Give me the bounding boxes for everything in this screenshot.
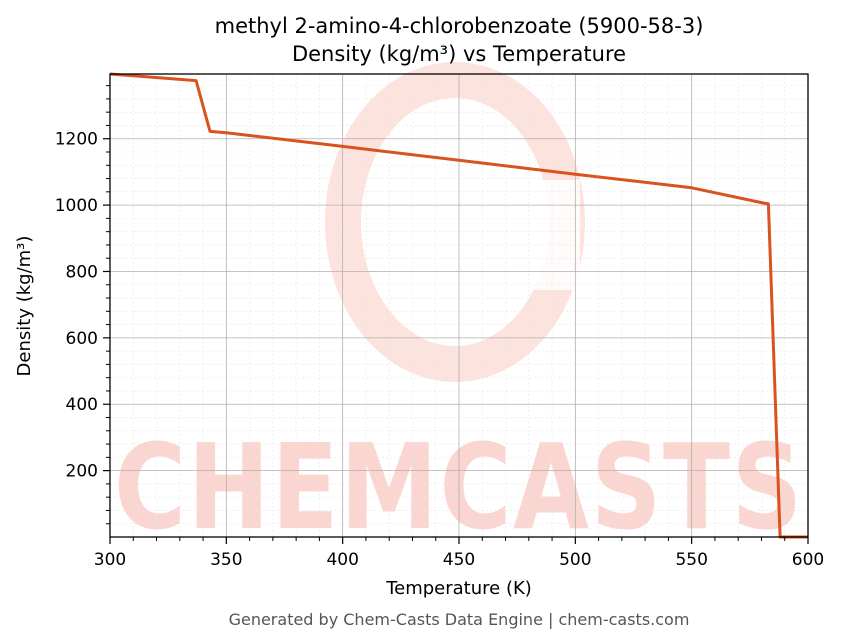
y-tick-labels: 200 400 600 800 1000 1200: [55, 130, 98, 482]
y-tick-label: 1000: [55, 196, 98, 216]
x-tick-label: 550: [675, 550, 707, 570]
y-tick-label: 800: [66, 262, 98, 282]
footer-credit: Generated by Chem-Casts Data Engine | ch…: [229, 610, 690, 629]
x-tick-label: 450: [443, 550, 475, 570]
series-line-0: [109, 72, 808, 539]
x-tick-label: 500: [559, 550, 591, 570]
y-tick-label: 600: [66, 329, 98, 349]
y-tick-label: 1200: [55, 130, 98, 150]
watermark-text: CHEMCASTS: [114, 418, 804, 556]
x-tick-label: 400: [326, 550, 358, 570]
x-axis-label: Temperature (K): [385, 578, 532, 599]
watermark: CHEMCASTS: [114, 62, 804, 556]
y-tick-label: 200: [66, 462, 98, 482]
x-tick-label: 350: [210, 550, 242, 570]
chart-title: methyl 2-amino-4-chlorobenzoate (5900-58…: [215, 14, 704, 38]
x-tick-label: 300: [94, 550, 126, 570]
x-tick-label: 600: [792, 550, 824, 570]
y-tick-label: 400: [66, 395, 98, 415]
axis-ticks: [103, 85, 809, 544]
watermark-logo: [325, 62, 585, 382]
series-layer: [109, 72, 808, 539]
y-axis-label: Density (kg/m³): [14, 236, 35, 377]
x-tick-labels: 300 350 400 450 500 550 600: [94, 550, 824, 570]
chart-subtitle: Density (kg/m³) vs Temperature: [292, 42, 626, 66]
major-grid: [109, 74, 809, 537]
